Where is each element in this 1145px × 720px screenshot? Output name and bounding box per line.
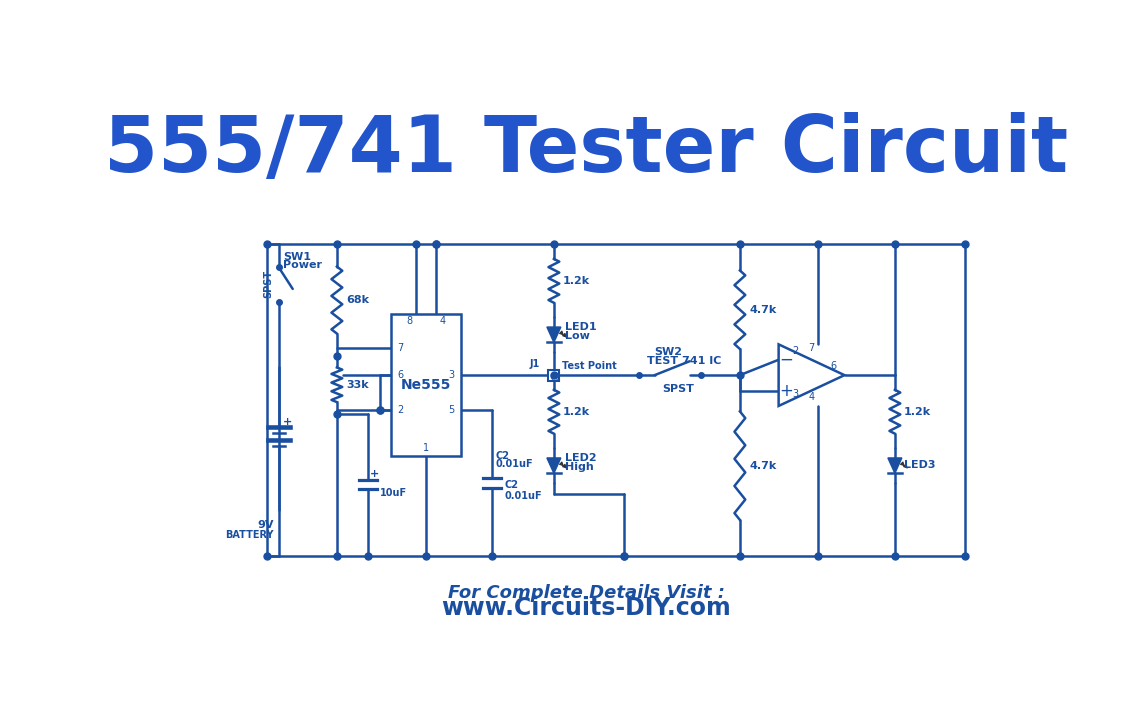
Text: SW1: SW1 (284, 251, 311, 261)
Text: 33k: 33k (346, 379, 369, 390)
Text: 0.01uF: 0.01uF (496, 459, 534, 469)
Text: 68k: 68k (346, 295, 369, 305)
Text: For Complete Details Visit :: For Complete Details Visit : (448, 584, 725, 602)
Text: 5: 5 (449, 405, 455, 415)
Text: +: + (283, 417, 292, 427)
Text: Power: Power (284, 260, 323, 270)
Text: 555/741 Tester Circuit: 555/741 Tester Circuit (104, 112, 1068, 187)
Text: SW2: SW2 (655, 347, 682, 357)
Text: BATTERY: BATTERY (226, 529, 274, 539)
Text: 4: 4 (440, 316, 445, 326)
Text: 3: 3 (449, 370, 455, 380)
Text: SPST: SPST (263, 270, 273, 298)
Text: Low: Low (564, 331, 590, 341)
Text: www.Circuits-DIY.com: www.Circuits-DIY.com (442, 596, 732, 621)
Text: −: − (780, 351, 793, 369)
Text: 6: 6 (830, 361, 837, 371)
Text: 1.2k: 1.2k (905, 407, 931, 417)
Text: High: High (564, 462, 593, 472)
Text: Ne555: Ne555 (401, 378, 451, 392)
Text: 8: 8 (406, 316, 412, 326)
Bar (392, 313, 461, 456)
Polygon shape (547, 327, 561, 343)
Text: SPST: SPST (662, 384, 694, 394)
Text: C2: C2 (496, 451, 510, 461)
Text: 4.7k: 4.7k (749, 305, 776, 315)
Text: C2
0.01uF: C2 0.01uF (504, 480, 542, 501)
Text: 1: 1 (423, 444, 429, 454)
Text: 2: 2 (397, 405, 403, 415)
Text: J1: J1 (530, 359, 540, 369)
Bar (548, 370, 559, 381)
Text: 1.2k: 1.2k (563, 407, 591, 417)
Text: 7: 7 (397, 343, 403, 354)
Polygon shape (547, 458, 561, 473)
Text: 3: 3 (792, 389, 799, 399)
Text: 9V: 9V (258, 521, 274, 531)
Text: 4.7k: 4.7k (749, 461, 776, 471)
Text: Test Point: Test Point (562, 361, 616, 371)
Polygon shape (779, 344, 845, 406)
Text: 6: 6 (397, 370, 403, 380)
Text: +: + (780, 382, 793, 400)
Text: LED1: LED1 (564, 322, 597, 332)
Text: ○: ○ (548, 370, 559, 380)
Text: 4: 4 (808, 392, 814, 402)
Text: 7: 7 (808, 343, 815, 353)
Text: LED3: LED3 (905, 460, 935, 470)
Text: 10uF: 10uF (380, 487, 408, 498)
Text: 2: 2 (792, 346, 799, 356)
Text: +: + (370, 469, 379, 479)
Text: TEST 741 IC: TEST 741 IC (647, 356, 721, 366)
Text: LED2: LED2 (564, 453, 597, 462)
Polygon shape (887, 458, 902, 473)
Text: 1.2k: 1.2k (563, 276, 591, 286)
